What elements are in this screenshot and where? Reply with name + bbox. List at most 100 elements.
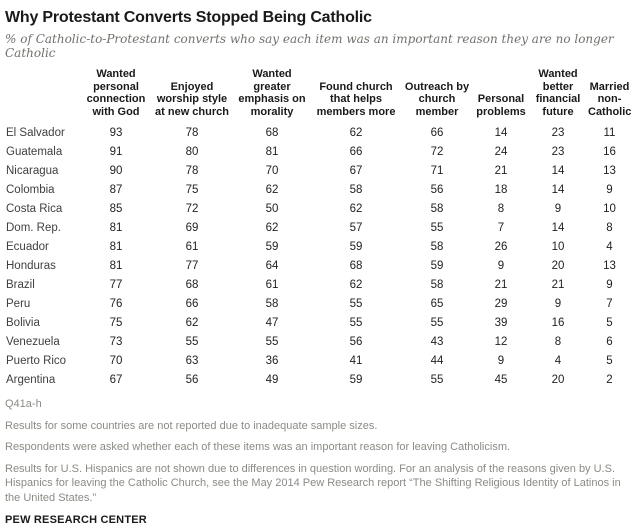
value-cell: 14 [551,183,565,196]
value-cell: 90 [109,164,123,177]
table-row: Ecuador 81 61 59 59 58 26 10 4 [5,237,632,256]
value-cell: 13 [603,164,616,177]
value-cell: 6 [606,335,613,348]
value-cell: 61 [265,278,279,291]
value-cell: 8 [497,202,505,215]
table-row: Argentina 67 56 49 59 55 45 20 2 [5,370,632,389]
value-cell: 81 [109,240,123,253]
table-header: Wanted personal connection with God Enjoy… [5,68,632,123]
value-cell: 70 [265,164,279,177]
value-cell: 59 [349,373,363,386]
table-row: Peru 76 66 58 55 65 29 9 7 [5,294,632,313]
value-cell: 62 [349,202,363,215]
column-header-0: Wanted personal connection with God [86,68,146,118]
country-label: Guatemala [6,145,63,158]
value-cell: 58 [265,297,279,310]
value-cell: 81 [265,145,279,158]
value-cell: 68 [265,126,279,139]
value-cell: 20 [551,259,565,272]
country-label: Bolivia [6,316,40,329]
value-cell: 62 [265,221,279,234]
value-cell: 62 [349,278,363,291]
value-cell: 7 [606,297,613,310]
value-cell: 68 [349,259,363,272]
value-cell: 10 [603,202,616,215]
value-cell: 93 [109,126,123,139]
value-cell: 75 [109,316,123,329]
value-cell: 57 [349,221,363,234]
value-cell: 63 [185,354,199,367]
value-cell: 77 [109,278,123,291]
value-cell: 59 [265,240,279,253]
value-cell: 73 [109,335,123,348]
footnote-sample-sizes: Results for some countries are not repor… [5,419,378,432]
value-cell: 20 [551,373,565,386]
value-cell: 78 [185,164,199,177]
value-cell: 56 [185,373,199,386]
value-cell: 62 [349,126,363,139]
value-cell: 81 [109,259,123,272]
value-cell: 39 [494,316,508,329]
value-cell: 78 [185,126,199,139]
value-cell: 55 [349,316,363,329]
value-cell: 77 [185,259,199,272]
row-label-column-header [5,68,81,123]
table-row: Guatemala 91 80 81 66 72 24 23 16 [5,142,632,161]
table-row: Colombia 87 75 62 58 56 18 14 9 [5,180,632,199]
value-cell: 9 [554,202,562,215]
country-label: Argentina [6,373,56,386]
value-cell: 36 [265,354,279,367]
value-cell: 66 [430,126,444,139]
country-label: Puerto Rico [6,354,67,367]
table-row: Bolivia 75 62 47 55 55 39 16 5 [5,313,632,332]
value-cell: 69 [185,221,199,234]
value-cell: 81 [109,221,123,234]
table-row: Nicaragua 90 78 70 67 71 21 14 13 [5,161,632,180]
value-cell: 85 [109,202,123,215]
data-table: Wanted personal connection with God Enjoy… [5,68,632,389]
value-cell: 14 [551,164,565,177]
value-cell: 12 [494,335,508,348]
value-cell: 67 [349,164,363,177]
value-cell: 80 [185,145,199,158]
value-cell: 91 [109,145,123,158]
value-cell: 55 [430,221,444,234]
column-header-3: Found church that helps members more [316,80,396,118]
value-cell: 9 [606,278,613,291]
value-cell: 70 [109,354,123,367]
column-header-2: Wanted greater emphasis on morality [238,68,306,118]
value-cell: 7 [497,221,505,234]
page-subtitle: % of Catholic-to-Protestant converts who… [5,32,614,60]
column-header-6: Wanted better financial future [535,68,581,118]
value-cell: 24 [494,145,508,158]
value-cell: 14 [551,221,565,234]
value-cell: 21 [494,278,508,291]
table-body: El Salvador 93 78 68 62 66 14 23 11 Guatemala 91 80… [5,123,632,389]
value-cell: 55 [430,373,444,386]
value-cell: 5 [606,316,613,329]
value-cell: 62 [185,316,199,329]
value-cell: 67 [109,373,123,386]
source-note: Q41a-h [5,398,42,410]
value-cell: 16 [603,145,616,158]
value-cell: 11 [603,126,616,139]
value-cell: 59 [349,240,363,253]
value-cell: 4 [554,354,562,367]
country-label: Ecuador [6,240,49,253]
page-title: Why Protestant Converts Stopped Being Ca… [5,9,372,26]
footnotes: Q41a-h Results for some countries are no… [5,394,632,505]
table-header-row: Wanted personal connection with God Enjoy… [5,68,632,123]
table-row: El Salvador 93 78 68 62 66 14 23 11 [5,123,632,142]
table-row: Brazil 77 68 61 62 58 21 21 9 [5,275,632,294]
value-cell: 56 [430,183,444,196]
value-cell: 58 [349,183,363,196]
value-cell: 58 [430,202,444,215]
brand-label: PEW RESEARCH CENTER [5,514,147,526]
country-label: Nicaragua [6,164,59,177]
value-cell: 2 [606,373,613,386]
value-cell: 75 [185,183,199,196]
country-label: Venezuela [6,335,60,348]
value-cell: 66 [185,297,199,310]
value-cell: 55 [430,316,444,329]
value-cell: 13 [603,259,616,272]
